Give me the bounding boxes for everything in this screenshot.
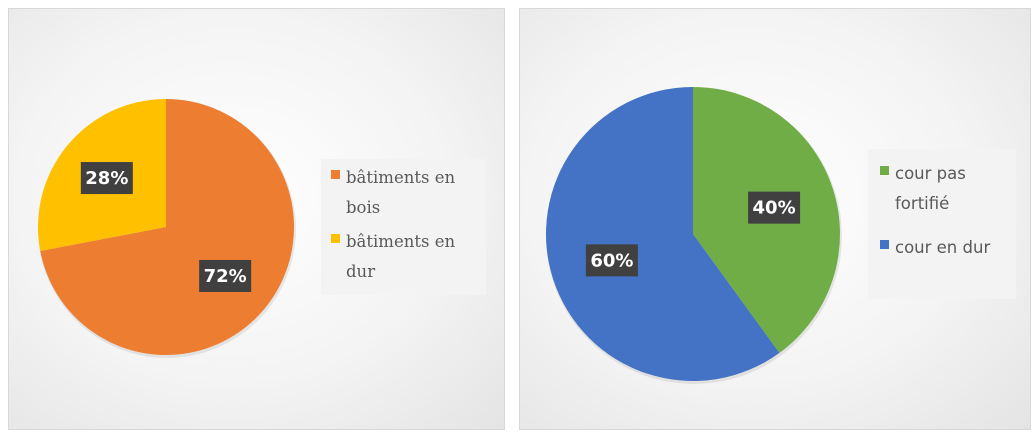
legend-label-hard-line-1: bâtiments en [346,232,456,251]
legend-item-unfortified-court: cour pas fortifié [880,159,966,219]
legend-swatch-unfortified [880,166,889,175]
pie-chart-buildings: 72% 28% [37,99,296,358]
pie-slice-hard-court [545,87,780,382]
data-label-wood-buildings: 72% [204,266,247,287]
legend-item-hard-court: cour en dur [880,233,990,263]
legend-label-hard-line-2: dur [346,262,376,281]
legend-swatch-wood [331,170,340,179]
legend-item-wood-buildings: bâtiments en bois [331,163,455,223]
legend-label-hard-court: cour en dur [895,238,991,257]
data-label-hard-buildings: 28% [85,168,128,189]
pie-chart-courtyards: 40% 60% [545,87,842,384]
data-label-box-wood-buildings [199,259,252,292]
legend-label-wood-line-1: bâtiments en [346,168,456,187]
legend-swatch-hard-court [880,240,889,249]
legend-label-unfortified-line-1: cour pas [895,164,966,183]
data-label-hard-court: 60% [590,250,633,271]
legend-item-hard-buildings: bâtiments en dur [331,227,455,287]
legend-label-wood-line-2: bois [346,198,381,217]
data-label-box-hard-buildings [80,162,133,195]
data-label-unfortified-court: 40% [753,198,796,219]
legend-courtyards: cour pas fortifié cour en dur [868,149,1016,299]
chart-panel-courtyards: 40% 60% cour pas fortifié cour en dur [519,8,1031,430]
data-label-box-unfortified-court [748,191,801,224]
legend-label-unfortified-line-2: fortifié [895,194,950,213]
legend-swatch-hard [331,234,340,243]
legend-buildings: bâtiments en bois bâtiments en dur [321,159,486,295]
chart-panel-buildings: 72% 28% bâtiments en bois bâtiments en du… [8,8,505,430]
data-label-box-hard-court [585,244,638,277]
